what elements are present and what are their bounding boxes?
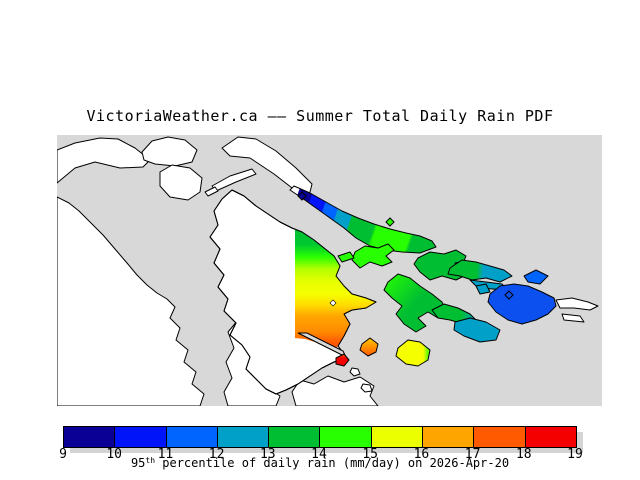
islet-white-1 — [349, 367, 361, 377]
coast-vancouver-island — [57, 196, 205, 406]
colorbar-tick-label-11: 11 — [157, 447, 174, 462]
colorbar-segment-11-12 — [166, 427, 218, 447]
colorbar-segment-13-14 — [269, 427, 321, 447]
saltspring-rain-shading — [295, 227, 376, 351]
island-wallace — [204, 186, 219, 197]
islet-white-tail-2 — [561, 313, 585, 323]
island-sidney-yellow — [395, 339, 431, 367]
island-prevost — [351, 243, 395, 269]
island-thetis — [141, 136, 198, 167]
colorbar-segment-18-19 — [525, 427, 576, 447]
station-diamond-blue — [504, 290, 514, 300]
colorbar-tick-label-14: 14 — [311, 447, 327, 462]
fulford-harbour-inlet — [297, 332, 348, 359]
island-stuart-teal — [453, 317, 501, 343]
island-saturna — [447, 259, 513, 283]
island-waldron-blue — [487, 283, 557, 325]
islet-green-sliver — [337, 251, 355, 263]
colorbar-tick-label-9: 9 — [59, 447, 67, 462]
islet-orange — [359, 337, 379, 357]
islet-red — [335, 353, 350, 367]
colorbar-segment-9-10 — [64, 427, 116, 447]
station-diamond-galiano — [297, 191, 307, 201]
island-valdes — [221, 136, 313, 197]
islet-blue-sliver — [523, 269, 549, 285]
colorbar-segment-16-17 — [423, 427, 475, 447]
colorbar-caption: 95th percentile of daily rain (mm/day) o… — [0, 456, 640, 470]
colorbar-tick-label-19: 19 — [567, 447, 583, 462]
colorbar-tick-label-10: 10 — [106, 447, 123, 462]
caption-prefix: 95 — [130, 456, 146, 470]
island-kuper — [159, 164, 203, 201]
colorbar-tick-label-17: 17 — [464, 447, 481, 462]
colorbar-tick-label-18: 18 — [515, 447, 532, 462]
island-north-pender — [383, 273, 447, 333]
islet-teal-west — [475, 283, 491, 295]
colorbar-segment-15-16 — [371, 427, 424, 447]
colorbar-tick-label-12: 12 — [208, 447, 225, 462]
station-diamond-green — [385, 217, 395, 227]
colorbar-tick-label-13: 13 — [259, 447, 276, 462]
colorbar-segment-17-18 — [474, 427, 526, 447]
island-galiano — [289, 185, 437, 254]
saltspring-lake — [329, 299, 337, 307]
islet-white-2 — [360, 383, 373, 393]
colorbar-tick-label-15: 15 — [362, 447, 379, 462]
colorbar-segment-12-13 — [217, 427, 270, 447]
colorbar-segment-10-11 — [115, 427, 167, 447]
colorbar-tick-label-16: 16 — [413, 447, 430, 462]
colorbar-segment-14-15 — [320, 427, 372, 447]
caption-rest: percentile of daily rain (mm/day) on 202… — [155, 456, 510, 470]
colorbar-tick-labels: 9 10 11 12 13 14 15 16 17 18 19 — [59, 447, 583, 463]
islet-white-tail — [555, 297, 599, 311]
weather-map — [57, 135, 602, 406]
page-title: VictoriaWeather.ca —— Summer Total Daily… — [86, 107, 554, 125]
coast-chemainus — [57, 137, 151, 184]
colorbar — [63, 426, 577, 448]
caption-superscript: th — [145, 456, 156, 465]
